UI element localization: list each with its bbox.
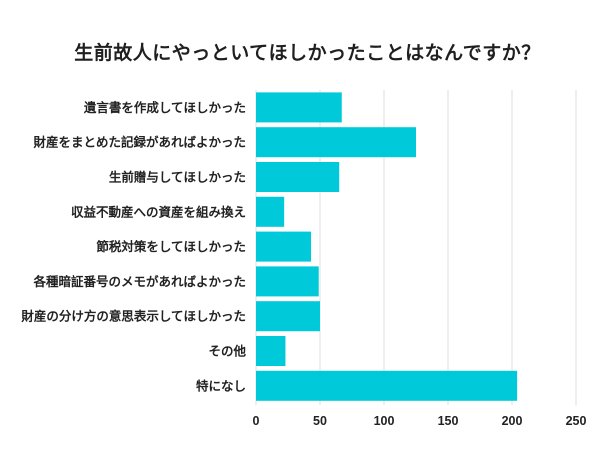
category-label: 節税対策をしてほしかった — [96, 239, 246, 254]
category-label: その他 — [208, 344, 246, 359]
category-label: 財産の分け方の意思表示してほしかった — [20, 309, 246, 324]
chart-title: 生前故人にやっといてほしかったことはなんですか？ — [74, 42, 541, 64]
bar — [256, 266, 319, 297]
bar — [256, 301, 320, 332]
bar — [256, 196, 285, 227]
category-label: 財産をまとめた記録があればよかった — [32, 135, 246, 150]
bar — [256, 92, 342, 123]
x-tick-label: 250 — [566, 414, 587, 428]
category-label: 特になし — [196, 378, 246, 393]
bar — [256, 336, 286, 366]
x-tick-label: 50 — [313, 414, 327, 428]
x-tick-label: 200 — [502, 414, 523, 428]
x-tick-label: 0 — [253, 414, 260, 428]
bar — [256, 162, 340, 192]
x-tick-label: 150 — [438, 414, 459, 428]
category-label: 遺言書を作成してほしかった — [83, 100, 246, 115]
x-tick-label: 100 — [374, 414, 395, 428]
bar — [256, 370, 518, 401]
category-label: 収益不動産への資産を組み換え — [71, 204, 246, 219]
category-label: 各種暗証番号のメモがあればよかった — [32, 274, 246, 289]
bar — [256, 127, 416, 158]
category-label: 生前贈与してほしかった — [109, 170, 246, 185]
bar — [256, 231, 312, 262]
